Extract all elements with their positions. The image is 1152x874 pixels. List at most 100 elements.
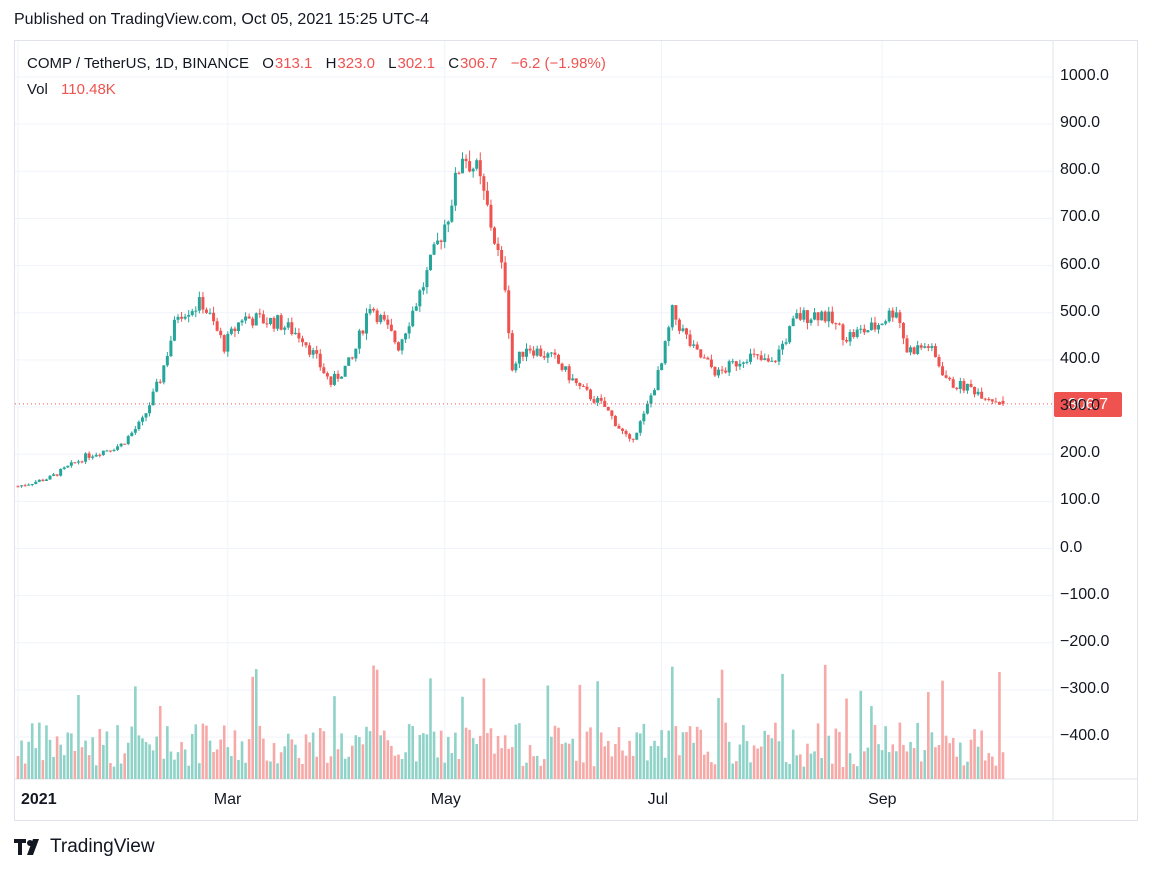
- volume-bar: [432, 731, 436, 779]
- volume-bar: [503, 735, 507, 779]
- candle-body: [425, 270, 429, 288]
- volume-bar: [297, 757, 301, 779]
- volume-bar: [322, 731, 326, 779]
- brand[interactable]: TradingView: [14, 836, 155, 858]
- volume-bar: [944, 735, 948, 779]
- candle-body: [69, 462, 73, 466]
- volume-bar: [169, 751, 173, 779]
- candle-body: [763, 358, 767, 360]
- candle-body: [937, 357, 941, 367]
- candle-body: [749, 353, 753, 362]
- volume-bar: [73, 750, 77, 779]
- volume-bar: [45, 725, 48, 779]
- candle-body: [976, 391, 980, 395]
- candle-body: [414, 306, 418, 311]
- candle-body: [258, 313, 262, 315]
- volume-bar: [916, 722, 919, 779]
- volume-label[interactable]: Vol: [27, 81, 48, 98]
- candle-body: [891, 310, 895, 318]
- volume-bar: [557, 727, 560, 779]
- volume-bar: [329, 756, 333, 779]
- volume-bar: [959, 742, 962, 779]
- x-tick-label: Jul: [647, 791, 669, 808]
- candle-body: [62, 467, 66, 469]
- candle-body: [233, 328, 237, 332]
- close-label: C: [448, 55, 460, 72]
- volume-bar: [315, 756, 319, 779]
- volume-bar: [158, 706, 162, 779]
- candle-body: [340, 376, 344, 379]
- chart-frame[interactable]: [14, 40, 1138, 821]
- volume-bar: [123, 753, 126, 779]
- candle-body: [717, 369, 721, 376]
- volume-bar: [180, 742, 183, 779]
- candle-body: [343, 365, 347, 377]
- candle-body: [724, 370, 728, 373]
- volume-bar: [724, 722, 727, 779]
- volume-bar: [617, 727, 621, 779]
- candle-body: [396, 342, 400, 351]
- volume-bar: [482, 678, 486, 779]
- candle-body: [702, 357, 706, 359]
- candle-body: [133, 429, 137, 433]
- volume-bar: [542, 759, 546, 779]
- volume-bar: [674, 726, 678, 779]
- volume-bar: [400, 759, 404, 779]
- candle-body: [628, 434, 632, 439]
- candle-body: [101, 450, 105, 456]
- volume-bar: [311, 732, 315, 779]
- volume-bar: [891, 744, 895, 779]
- y-tick-label: 500.0: [1060, 302, 1101, 320]
- volume-bar: [539, 765, 543, 779]
- volume-bar: [670, 666, 674, 779]
- candle-body: [766, 358, 770, 362]
- volume-bar: [574, 760, 578, 779]
- candle-body: [653, 390, 657, 396]
- volume-bar: [717, 697, 720, 779]
- candle-body: [123, 443, 127, 445]
- y-tick-label: −100.0: [1060, 585, 1110, 603]
- candle-body: [98, 454, 102, 456]
- symbol-legend: COMP / TetherUS, 1D, BINANCE O313.1 H323…: [27, 55, 606, 72]
- volume-bar: [119, 763, 123, 779]
- candle-body: [84, 453, 88, 462]
- candle-body: [709, 359, 713, 368]
- candle-body: [94, 454, 98, 457]
- candle-body: [76, 461, 80, 463]
- volume-bar: [109, 763, 112, 779]
- volume-bar: [343, 758, 347, 779]
- volume-bar: [838, 731, 841, 779]
- volume-bar: [784, 762, 788, 779]
- volume-bar: [258, 725, 262, 779]
- volume-bar: [919, 761, 923, 779]
- candle-body: [176, 316, 180, 320]
- volume-bar: [983, 760, 987, 779]
- candle-body: [293, 332, 297, 335]
- volume-bar: [564, 742, 567, 779]
- volume-bar: [390, 745, 393, 779]
- symbol-title[interactable]: COMP / TetherUS, 1D, BINANCE: [27, 55, 250, 72]
- candle-body: [283, 327, 287, 330]
- volume-bar: [912, 748, 916, 779]
- candle-body: [528, 348, 532, 351]
- candle-body: [638, 421, 642, 433]
- volume-bar: [759, 746, 763, 779]
- candle-body: [489, 204, 493, 228]
- candle-body: [37, 479, 41, 482]
- volume-bar: [215, 749, 219, 779]
- volume-bar: [809, 753, 813, 779]
- candle-body: [997, 401, 1001, 405]
- candle-body: [436, 240, 440, 245]
- y-tick-label: 700.0: [1060, 208, 1101, 226]
- volume-bar: [84, 740, 87, 779]
- volume-bar: [493, 753, 496, 779]
- candle-body: [631, 438, 635, 440]
- volume-bar: [386, 740, 390, 779]
- candle-body: [73, 462, 77, 464]
- volume-bar: [642, 723, 646, 779]
- volume-bar: [183, 749, 187, 779]
- candle-body: [571, 378, 575, 381]
- volume-bar: [276, 763, 279, 779]
- volume-bar: [148, 744, 151, 779]
